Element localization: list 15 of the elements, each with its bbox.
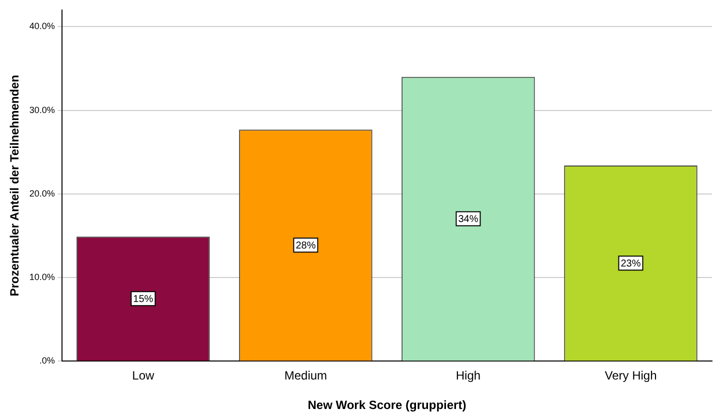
data-label: 23% <box>620 258 641 270</box>
x-tick-label: High <box>456 368 481 383</box>
data-label: 34% <box>458 214 478 226</box>
x-tick-label: Very High <box>604 368 657 383</box>
y-axis-title: Prozentualer Anteil der Teilnehmenden <box>8 74 22 296</box>
x-tick-label: Medium <box>284 368 328 383</box>
data-label: 15% <box>133 294 154 305</box>
x-axis-title: New Work Score (gruppiert) <box>308 398 466 412</box>
y-tick-label: 10.0% <box>29 272 55 282</box>
y-tick-label: .0% <box>39 356 55 366</box>
y-tick-label: 40.0% <box>29 21 55 32</box>
x-tick-label: Low <box>132 368 155 383</box>
y-tick-label: 30.0% <box>29 104 55 115</box>
y-tick-label: 20.0% <box>29 188 55 198</box>
data-label: 28% <box>296 240 316 252</box>
